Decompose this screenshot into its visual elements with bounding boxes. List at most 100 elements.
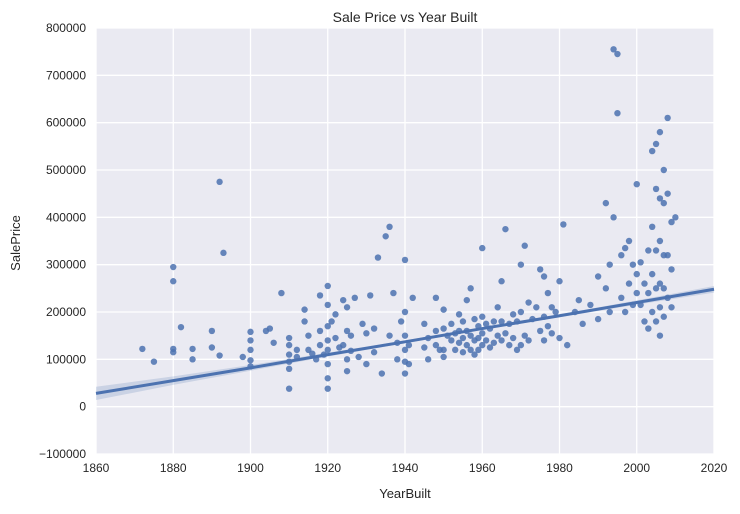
data-point: [498, 278, 505, 285]
data-point: [641, 280, 648, 287]
data-point: [660, 199, 667, 207]
data-point: [668, 266, 675, 273]
data-point: [455, 311, 463, 318]
x-axis-label: YearBuilt: [379, 486, 431, 501]
data-point: [374, 254, 382, 261]
data-point: [343, 367, 351, 375]
x-tick-label: 1920: [314, 461, 341, 475]
x-tick-label: 1940: [392, 461, 419, 475]
data-point: [668, 304, 675, 311]
data-point: [664, 114, 671, 122]
data-point: [324, 323, 331, 330]
x-tick-label: 2000: [623, 461, 650, 475]
data-point: [614, 110, 621, 117]
data-point: [544, 289, 552, 297]
data-point: [170, 278, 177, 285]
data-point: [316, 341, 324, 349]
data-point: [220, 249, 227, 257]
data-point: [440, 325, 447, 332]
data-point: [494, 332, 501, 339]
data-point: [452, 346, 459, 354]
data-point: [189, 345, 196, 353]
data-point: [656, 195, 664, 202]
y-tick-label: 100000: [46, 352, 86, 366]
data-point: [351, 294, 358, 301]
data-point: [610, 214, 617, 221]
data-point: [652, 318, 660, 325]
data-point: [440, 306, 447, 313]
data-point: [247, 346, 254, 354]
data-point: [625, 280, 633, 287]
data-point: [378, 370, 386, 377]
data-point: [208, 344, 216, 351]
data-point: [324, 346, 331, 354]
data-point: [649, 223, 656, 230]
x-tick-label: 1860: [83, 461, 110, 475]
data-point: [247, 328, 254, 336]
data-point: [467, 285, 474, 292]
data-point: [656, 332, 664, 339]
x-tick-label: 1880: [160, 461, 187, 475]
data-point: [370, 349, 378, 356]
regression-line-layer: [95, 287, 715, 395]
data-point: [587, 301, 594, 309]
data-point: [564, 341, 571, 349]
data-point: [324, 360, 331, 368]
data-point: [629, 261, 637, 268]
data-point: [502, 225, 509, 233]
data-point: [382, 233, 389, 240]
data-point: [486, 344, 494, 351]
data-point: [652, 285, 660, 292]
data-point: [216, 178, 223, 186]
data-point: [536, 266, 544, 273]
data-point: [332, 311, 339, 318]
y-tick-label: 0: [79, 400, 86, 414]
data-point: [405, 341, 413, 349]
data-point: [548, 330, 555, 337]
data-point: [521, 242, 528, 249]
data-point: [459, 349, 467, 356]
data-point: [660, 285, 667, 292]
data-point: [386, 332, 393, 339]
x-tick-label: 1960: [469, 461, 496, 475]
y-tick-label: 200000: [46, 305, 86, 319]
data-point: [285, 334, 293, 342]
data-point: [432, 327, 440, 335]
data-point: [556, 278, 563, 285]
data-point: [649, 270, 656, 278]
data-point: [575, 296, 583, 304]
data-point: [660, 313, 667, 320]
data-point: [509, 311, 517, 318]
data-point: [324, 301, 331, 309]
data-point: [316, 327, 324, 335]
data-point: [401, 370, 409, 377]
data-point: [208, 327, 216, 335]
data-point: [343, 356, 351, 363]
data-point: [170, 263, 177, 271]
regression-line: [95, 287, 715, 395]
data-point: [656, 280, 664, 287]
data-point: [502, 330, 509, 337]
data-point: [139, 345, 146, 353]
data-point: [216, 352, 223, 359]
data-point: [305, 332, 312, 339]
data-point: [463, 296, 470, 304]
data-point: [610, 46, 617, 53]
data-point: [509, 334, 517, 342]
data-point: [649, 308, 656, 316]
data-point: [448, 320, 455, 328]
data-point: [614, 50, 621, 58]
data-point: [301, 318, 308, 325]
data-point: [517, 261, 525, 268]
data-point: [363, 330, 370, 337]
y-tick-labels: −100000 0 100000 200000 300000 400000 500000 60…: [39, 21, 86, 461]
data-point: [324, 375, 331, 382]
data-point: [177, 323, 185, 331]
data-point: [579, 320, 586, 328]
x-tick-label: 1980: [546, 461, 573, 475]
data-point: [343, 304, 351, 311]
data-point: [490, 318, 498, 325]
data-point: [594, 273, 602, 280]
